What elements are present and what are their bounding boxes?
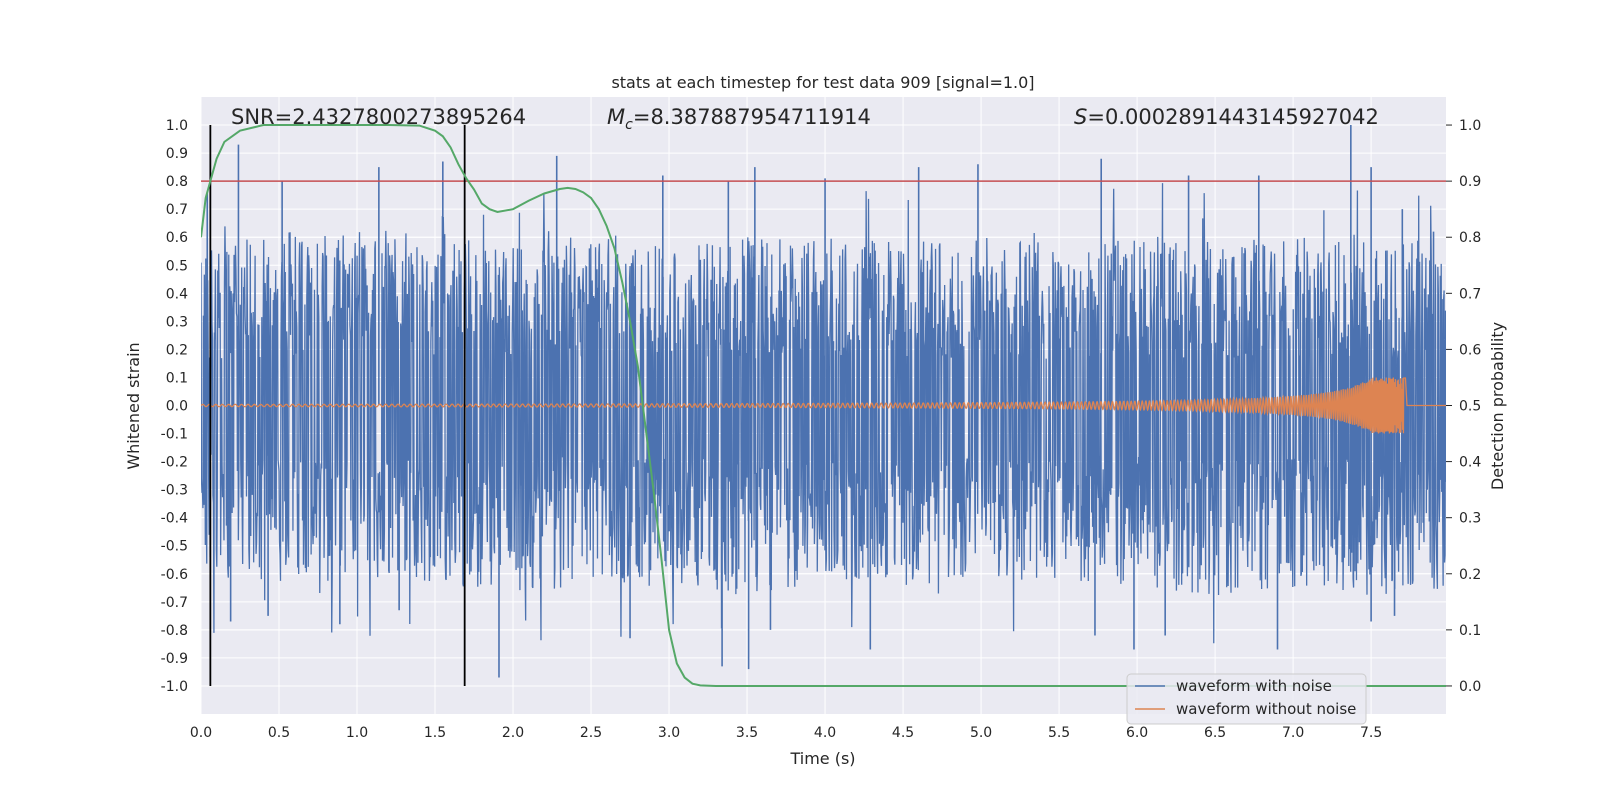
y-tick-label: -1.0 xyxy=(161,679,188,695)
y-tick-label: 0.9 xyxy=(166,146,188,162)
y-tick-label: 0.7 xyxy=(166,202,188,218)
y2-tick-label: 0.8 xyxy=(1459,230,1481,246)
x-tick-label: 7.5 xyxy=(1360,725,1382,741)
legend: waveform with noise waveform without noi… xyxy=(1126,673,1367,725)
reference-lines xyxy=(201,125,1446,686)
y-tick-label: 0.8 xyxy=(166,174,188,190)
x-tick-label: 4.0 xyxy=(814,725,836,741)
x-tick-label: 2.5 xyxy=(580,725,602,741)
y2-tick-label: 0.9 xyxy=(1459,174,1481,190)
y-tick-label: 0.4 xyxy=(166,286,188,302)
y2-tick-label: 0.6 xyxy=(1459,342,1481,358)
y-tick-label: -0.1 xyxy=(161,427,188,443)
detection-probability-line xyxy=(201,124,1446,687)
s-label: S xyxy=(1074,105,1087,129)
chart-title: stats at each timestep for test data 909… xyxy=(611,73,1034,92)
y-tick-label: -0.6 xyxy=(161,567,188,583)
x-tick-label: 1.5 xyxy=(424,725,446,741)
y-axis-right: 1.0 0.9 0.8 0.7 0.6 0.5 0.4 0.3 0.2 0.1 0.0 xyxy=(1446,118,1481,695)
x-tick-label: 5.0 xyxy=(970,725,992,741)
y2-tick-label: 0.5 xyxy=(1459,399,1481,415)
noise-layer xyxy=(201,125,1446,678)
y-tick-label: -0.9 xyxy=(161,651,188,667)
x-tick-label: 5.5 xyxy=(1048,725,1070,741)
x-tick-label: 4.5 xyxy=(892,725,914,741)
y2-tick-label: 0.4 xyxy=(1459,455,1481,471)
y-tick-label: 0.5 xyxy=(166,258,188,274)
y-tick-label: -0.2 xyxy=(161,455,188,471)
x-axis: 0.0 0.5 1.0 1.5 2.0 2.5 3.0 3.5 4.0 4.5 5.0 5.5 6.0 6… xyxy=(190,725,1382,741)
waveform-with-noise-line xyxy=(201,183,1446,644)
x-tick-label: 1.0 xyxy=(346,725,368,741)
y2-tick-label: 1.0 xyxy=(1459,118,1481,134)
mc-subscript: c xyxy=(625,117,633,133)
y-axis-left: 1.0 0.9 0.8 0.7 0.6 0.5 0.4 0.3 0.2 0.1 0.0 -0.1 -0.… xyxy=(161,118,188,695)
snr-label: SNR xyxy=(231,105,275,129)
chirp-layer xyxy=(201,377,1446,434)
mc-value: 8.387887954711914 xyxy=(650,105,870,129)
y-tick-label: -0.4 xyxy=(161,511,188,527)
y-tick-label: -0.7 xyxy=(161,595,188,611)
y2-tick-label: 0.0 xyxy=(1459,679,1481,695)
x-tick-label: 3.0 xyxy=(658,725,680,741)
x-tick-label: 0.0 xyxy=(190,725,212,741)
mc-label: M xyxy=(607,105,625,129)
x-axis-label: Time (s) xyxy=(789,749,855,768)
legend-label-noise: waveform with noise xyxy=(1176,677,1332,695)
y2-tick-label: 0.2 xyxy=(1459,567,1481,583)
y-tick-label: -0.8 xyxy=(161,623,188,639)
mc-annotation: Mc=8.387887954711914 xyxy=(607,105,871,133)
s-annotation: S=0.0002891443145927042 xyxy=(1074,105,1379,129)
y-tick-label: -0.5 xyxy=(161,539,188,555)
y-tick-label: 0.3 xyxy=(166,314,188,330)
x-tick-label: 6.5 xyxy=(1204,725,1226,741)
snr-annotation: SNR=2.4327800273895264 xyxy=(231,105,526,129)
y-tick-label: 0.0 xyxy=(166,399,188,415)
x-tick-label: 3.5 xyxy=(736,725,758,741)
x-tick-label: 0.5 xyxy=(268,725,290,741)
x-tick-label: 2.0 xyxy=(502,725,524,741)
legend-box xyxy=(1126,673,1367,725)
y2-axis-label: Detection probability xyxy=(1488,322,1507,490)
y-tick-label: 1.0 xyxy=(166,118,188,134)
probability-layer xyxy=(201,124,1446,687)
y2-tick-label: 0.1 xyxy=(1459,623,1481,639)
x-tick-label: 6.0 xyxy=(1126,725,1148,741)
y-axis-label: Whitened strain xyxy=(124,342,143,469)
y2-tick-label: 0.3 xyxy=(1459,511,1481,527)
s-value: 0.0002891443145927042 xyxy=(1105,105,1379,129)
waveform-without-noise-line xyxy=(201,377,1446,434)
y-tick-label: 0.1 xyxy=(166,370,188,386)
y-tick-label: 0.6 xyxy=(166,230,188,246)
legend-label-clean: waveform without noise xyxy=(1176,700,1356,718)
x-tick-label: 7.0 xyxy=(1282,725,1304,741)
snr-value: 2.4327800273895264 xyxy=(292,105,526,129)
y2-tick-label: 0.7 xyxy=(1459,286,1481,302)
y-tick-label: 0.2 xyxy=(166,342,188,358)
y-tick-label: -0.3 xyxy=(161,483,188,499)
